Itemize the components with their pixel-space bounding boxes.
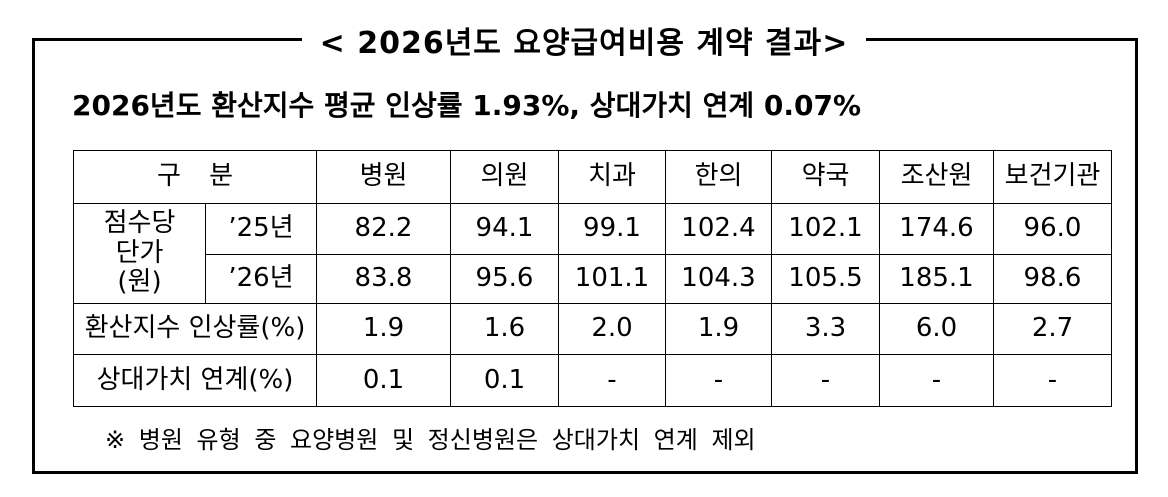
cell: 102.4	[665, 203, 772, 255]
note: ※ 병원 유형 중 요양병원 및 정신병원은 상대가치 연계 제외	[105, 426, 756, 454]
cell: 6.0	[879, 303, 994, 355]
cell: 185.1	[879, 254, 994, 304]
cell: 102.1	[771, 203, 880, 255]
row-label: 상대가치 연계(%)	[73, 354, 317, 407]
table-row: 환산지수 인상률(%) 1.9 1.6 2.0 1.9 3.3 6.0 2.7	[73, 303, 1112, 355]
cell: -	[771, 354, 880, 407]
cell: 1.9	[316, 303, 451, 355]
column-header: 한의	[665, 150, 772, 204]
cell: 0.1	[316, 354, 451, 407]
group-label: 점수당 단가(원)	[73, 203, 206, 304]
cell: 1.6	[450, 303, 559, 355]
table: 구 분 병원 의원 치과 한의 약국 조산원 보건기관 점수당 단가(원) ’25년 82.2 94.…	[73, 150, 1112, 407]
column-header: 병원	[316, 150, 451, 204]
cell: 2.0	[558, 303, 666, 355]
cell: 99.1	[558, 203, 666, 255]
cell: 3.3	[771, 303, 880, 355]
column-header: 보건기관	[993, 150, 1112, 204]
subtitle: 2026년도 환산지수 평균 인상률 1.93%, 상대가치 연계 0.07%	[72, 89, 862, 122]
cell: 1.9	[665, 303, 772, 355]
cell: 101.1	[558, 254, 666, 304]
cell: 96.0	[993, 203, 1112, 255]
row-label: 환산지수 인상률(%)	[73, 303, 317, 355]
row-label: ’25년	[205, 203, 317, 255]
cell: 95.6	[450, 254, 559, 304]
table-row: 점수당 단가(원) ’25년 82.2 94.1 99.1 102.4 102.1 174.6…	[73, 203, 1112, 304]
cell: 105.5	[771, 254, 880, 304]
table-body: 구 분 병원 의원 치과 한의 약국 조산원 보건기관 점수당 단가(원) ’25년 82.2 94.…	[73, 150, 1112, 407]
cell: 98.6	[993, 254, 1112, 304]
cell: -	[558, 354, 666, 407]
cell: 0.1	[450, 354, 559, 407]
column-header: 약국	[771, 150, 880, 204]
column-header: 조산원	[879, 150, 994, 204]
cell: 104.3	[665, 254, 772, 304]
cell: 83.8	[316, 254, 451, 304]
column-header: 구 분	[73, 150, 317, 204]
cell: 94.1	[450, 203, 559, 255]
column-header: 치과	[558, 150, 666, 204]
title-bar: < 2026년도 요양급여비용 계약 결과>	[0, 18, 1168, 62]
row-label: ’26년	[205, 254, 317, 304]
cell: 82.2	[316, 203, 451, 255]
cell: -	[993, 354, 1112, 407]
title: < 2026년도 요양급여비용 계약 결과>	[301, 26, 867, 61]
cell: 174.6	[879, 203, 994, 255]
table-row: ’26년 83.8 95.6 101.1 104.3 105.5 185.1 98.6	[74, 254, 1112, 304]
column-header: 의원	[450, 150, 559, 204]
cell: -	[665, 354, 772, 407]
cell: -	[879, 354, 994, 407]
header-row: 구 분 병원 의원 치과 한의 약국 조산원 보건기관	[73, 150, 1112, 204]
table-row: 상대가치 연계(%) 0.1 0.1- - - - -	[73, 354, 1112, 407]
cell: 2.7	[993, 303, 1112, 355]
